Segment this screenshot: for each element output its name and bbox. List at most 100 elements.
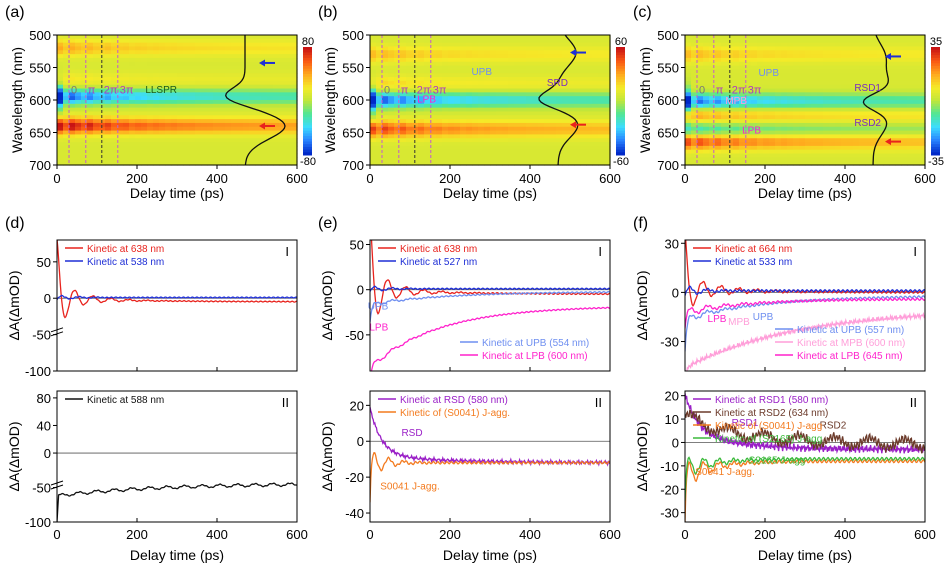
heatmap-cell bbox=[757, 145, 764, 151]
heatmap-cell bbox=[592, 92, 599, 97]
heatmap-cell bbox=[913, 88, 920, 93]
heatmap-cell bbox=[775, 77, 782, 82]
heatmap-cell bbox=[87, 61, 94, 67]
heatmap-cell bbox=[279, 69, 286, 74]
heatmap-cell bbox=[123, 103, 130, 109]
heatmap-cell bbox=[580, 84, 587, 90]
heatmap-cell bbox=[69, 126, 76, 132]
heatmap-cell bbox=[466, 126, 473, 132]
heatmap-cell bbox=[183, 65, 190, 71]
heatmap-cell bbox=[177, 88, 184, 93]
heatmap-cell bbox=[406, 65, 413, 71]
heatmap-cell bbox=[255, 145, 262, 151]
x-tick-label: 600 bbox=[599, 171, 621, 186]
heatmap-cell bbox=[787, 88, 794, 93]
heatmap-cell bbox=[901, 157, 908, 162]
heatmap-cell bbox=[213, 80, 220, 86]
heatmap-cell bbox=[165, 134, 172, 139]
heatmap-cell bbox=[532, 142, 539, 147]
heatmap-cell bbox=[87, 122, 94, 128]
heatmap-cell bbox=[883, 50, 890, 55]
heatmap-cell bbox=[865, 92, 872, 97]
heatmap-cell bbox=[580, 38, 587, 44]
heatmap-cell bbox=[739, 115, 746, 120]
heatmap-cell bbox=[249, 157, 256, 162]
heatmap-cell bbox=[859, 111, 866, 116]
heatmap-cell bbox=[745, 54, 752, 59]
colorbar-cell bbox=[616, 114, 625, 118]
heatmap-cell bbox=[751, 96, 758, 101]
heatmap-cell bbox=[87, 115, 94, 120]
heatmap-cell bbox=[817, 126, 824, 132]
heatmap-cell bbox=[835, 77, 842, 82]
heatmap-cell bbox=[141, 50, 148, 55]
heatmap-cell bbox=[781, 69, 788, 74]
heatmap-cell bbox=[69, 77, 76, 82]
heatmap-cell bbox=[763, 111, 770, 116]
heatmap-cell bbox=[733, 46, 740, 51]
heatmap-cell bbox=[586, 84, 593, 90]
heatmap-cell bbox=[526, 84, 533, 90]
x-tick-label: 0 bbox=[53, 171, 60, 186]
heatmap-cell bbox=[823, 134, 830, 139]
heatmap-cell bbox=[526, 35, 533, 40]
heatmap-cell bbox=[291, 130, 298, 136]
heatmap-cell bbox=[895, 57, 902, 63]
heatmap-cell bbox=[201, 100, 208, 105]
heatmap-cell bbox=[574, 157, 581, 162]
heatmap-cell bbox=[514, 153, 521, 158]
heatmap-cell bbox=[81, 42, 88, 48]
heatmap-cell bbox=[502, 119, 509, 124]
heatmap-cell bbox=[865, 119, 872, 124]
heatmap-cell bbox=[159, 100, 166, 105]
heatmap-cell bbox=[93, 153, 100, 158]
heatmap-cell bbox=[159, 149, 166, 155]
heatmap-cell bbox=[177, 107, 184, 113]
heatmap-cell bbox=[703, 50, 710, 55]
heatmap-cell bbox=[514, 42, 521, 48]
heatmap-cell bbox=[418, 142, 425, 147]
heatmap-cell bbox=[105, 138, 112, 143]
colorbar-cell bbox=[303, 101, 312, 105]
heatmap-cell bbox=[721, 107, 728, 113]
wavelength-arrowhead bbox=[259, 122, 265, 130]
heatmap-cell bbox=[207, 149, 214, 155]
heatmap-cell bbox=[87, 65, 94, 71]
heatmap-cell bbox=[189, 88, 196, 93]
heatmap-cell bbox=[111, 100, 118, 105]
heatmap-cell bbox=[775, 138, 782, 143]
heatmap-cell bbox=[697, 54, 704, 59]
heatmap-cell bbox=[532, 92, 539, 97]
heatmap-cell bbox=[111, 69, 118, 74]
heatmap-cell bbox=[111, 73, 118, 78]
heatmap-cell bbox=[141, 35, 148, 40]
heatmap-cell bbox=[412, 80, 419, 86]
heatmap-cell bbox=[853, 138, 860, 143]
heatmap-cell bbox=[556, 96, 563, 101]
heatmap-cell bbox=[502, 84, 509, 90]
heatmap-cell bbox=[117, 111, 124, 116]
heatmap-cell bbox=[159, 42, 166, 48]
colorbar-cell bbox=[931, 95, 940, 99]
heatmap-cell bbox=[418, 65, 425, 71]
heatmap-cell bbox=[913, 142, 920, 147]
heatmap-cell bbox=[460, 65, 467, 71]
heatmap-cell bbox=[733, 130, 740, 136]
heatmap-cell bbox=[733, 73, 740, 78]
heatmap-cell bbox=[715, 35, 722, 40]
y-tick-label: 550 bbox=[342, 61, 364, 76]
heatmap-cell bbox=[847, 119, 854, 124]
heatmap-cell bbox=[586, 130, 593, 136]
heatmap-cell bbox=[129, 111, 136, 116]
heatmap-cell bbox=[841, 103, 848, 109]
heatmap-cell bbox=[285, 38, 292, 44]
heatmap-cell bbox=[57, 115, 64, 120]
heatmap-cell bbox=[183, 77, 190, 82]
heatmap-cell bbox=[123, 96, 130, 101]
heatmap-cell bbox=[739, 138, 746, 143]
heatmap-cell bbox=[484, 73, 491, 78]
heatmap-cell bbox=[550, 73, 557, 78]
heatmap-cell bbox=[757, 65, 764, 71]
heatmap-cell bbox=[291, 42, 298, 48]
